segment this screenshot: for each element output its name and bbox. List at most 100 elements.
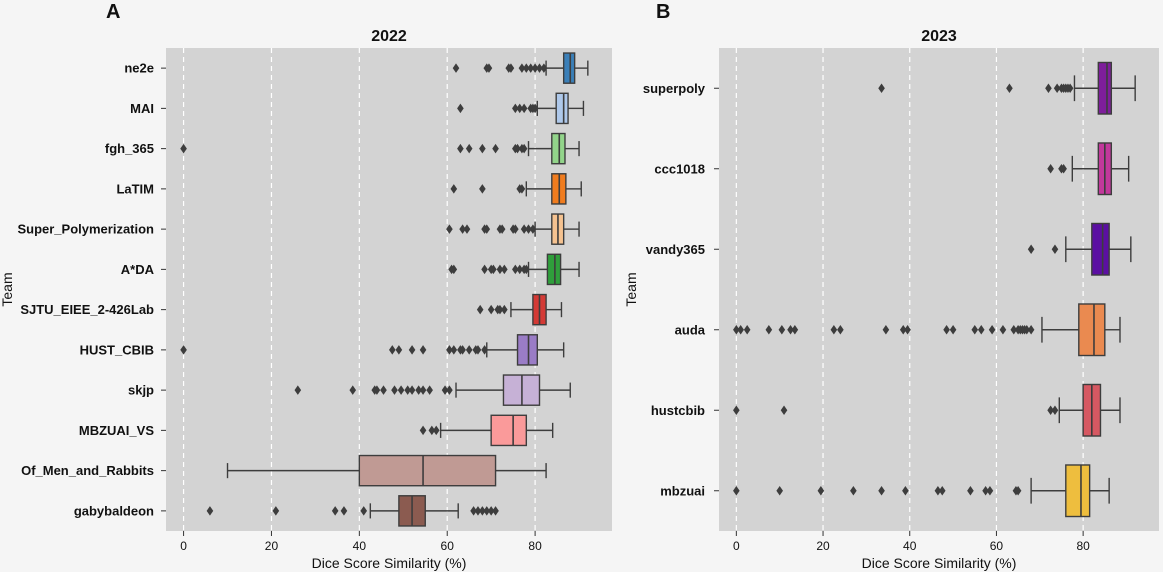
box-mbzuai xyxy=(733,464,1110,518)
outlier-point xyxy=(523,63,530,73)
x-tick-label: 80 xyxy=(1076,539,1090,553)
category-label-of-men-and-rabbits: Of_Men_and_Rabbits xyxy=(21,463,154,478)
category-label-superpoly: superpoly xyxy=(643,81,706,96)
box-iqr xyxy=(490,414,528,447)
box-iqr xyxy=(546,253,562,286)
outlier-point xyxy=(465,143,473,154)
outlier-point xyxy=(180,345,187,355)
box-mai xyxy=(457,92,585,125)
box-iqr xyxy=(562,52,576,84)
plot-area xyxy=(719,48,1159,531)
outlier-point xyxy=(450,345,458,355)
outlier-point xyxy=(470,506,477,516)
outlier-point xyxy=(512,103,519,114)
box-gabybaldeon xyxy=(206,495,499,527)
outlier-point xyxy=(765,324,773,335)
outlier-point xyxy=(446,345,453,355)
outlier-point xyxy=(531,63,539,73)
outlier-point xyxy=(180,143,187,154)
x-tick-label: 20 xyxy=(816,539,830,553)
outlier-point xyxy=(432,425,440,436)
box-a-da xyxy=(448,253,580,286)
outlier-point xyxy=(737,324,744,335)
outlier-point xyxy=(408,385,416,395)
outlier-point xyxy=(481,264,488,275)
outlier-point xyxy=(457,143,464,154)
box-hust-cbib xyxy=(180,334,565,366)
outlier-point xyxy=(837,324,844,335)
outlier-point xyxy=(943,324,950,335)
category-label-mbzuai-vs: MBZUAI_VS xyxy=(79,423,154,438)
panel-2023: 0 20 40 60 80 2023 B Dice Score Similarity (%) T… xyxy=(623,1,1159,571)
box-mbzuai-vs xyxy=(419,414,554,447)
box-iqr xyxy=(555,92,569,125)
outlier-point xyxy=(1027,324,1035,335)
category-label-gabybaldeon: gabybaldeon xyxy=(74,503,154,518)
outlier-point xyxy=(391,385,398,395)
category-label-latim: LaTIM xyxy=(116,181,154,196)
outlier-point xyxy=(397,385,405,395)
outlier-point xyxy=(733,405,740,416)
outlier-point xyxy=(817,485,825,496)
box-of-men-and-rabbits xyxy=(226,454,547,487)
outlier-point xyxy=(520,103,528,114)
outlier-point xyxy=(419,345,427,355)
box-ne2e xyxy=(452,52,589,84)
x-axis-label: Dice Score Similarity (%) xyxy=(312,555,467,571)
outlier-point xyxy=(512,264,519,275)
outlier-point xyxy=(457,103,464,114)
outlier-point xyxy=(487,304,495,315)
outlier-point xyxy=(967,485,974,496)
box-super-polymerization xyxy=(446,213,580,245)
outlier-point xyxy=(518,63,526,73)
outlier-point xyxy=(540,63,548,73)
outlier-point xyxy=(999,324,1007,335)
outlier-point xyxy=(878,83,885,94)
outlier-point xyxy=(514,143,521,154)
outlier-point xyxy=(479,143,486,154)
outlier-point xyxy=(446,385,453,395)
category-label-super-polymerization: Super_Polymerization xyxy=(17,222,154,237)
outlier-point xyxy=(487,506,495,516)
outlier-point xyxy=(743,324,751,335)
outlier-point xyxy=(408,345,416,355)
outlier-point xyxy=(520,224,528,234)
box-fgh-365 xyxy=(180,132,580,165)
outlier-point xyxy=(518,184,526,194)
outlier-point xyxy=(476,304,484,315)
box-auda xyxy=(733,303,1121,357)
category-label-auda: auda xyxy=(675,322,706,337)
outlier-point xyxy=(780,405,788,416)
box-latim xyxy=(450,173,582,205)
box-iqr xyxy=(516,334,539,366)
outlier-point xyxy=(272,506,280,516)
outlier-point xyxy=(349,385,357,395)
box-iqr xyxy=(1097,61,1113,115)
outlier-point xyxy=(206,506,214,516)
category-label-ne2e: ne2e xyxy=(124,61,154,76)
outlier-point xyxy=(791,324,799,335)
box-sjtu-eiee-2-426lab xyxy=(476,293,563,326)
outlier-point xyxy=(1023,324,1031,335)
outlier-point xyxy=(776,485,783,496)
category-label-hustcbib: hustcbib xyxy=(651,403,705,418)
outlier-point xyxy=(733,485,740,496)
outlier-point xyxy=(787,324,794,335)
outlier-point xyxy=(360,506,368,516)
outlier-point xyxy=(441,385,449,395)
outlier-point xyxy=(498,224,506,234)
panel-2022: 0 20 40 60 80 2022 A Dice Score Similarity (%) T… xyxy=(0,1,612,571)
category-label-ccc1018: ccc1018 xyxy=(654,161,705,176)
outlier-point xyxy=(446,224,453,234)
box-superpoly xyxy=(878,61,1136,115)
outlier-point xyxy=(878,485,885,496)
outlier-point xyxy=(1053,83,1061,94)
outlier-point xyxy=(733,324,740,335)
outlier-point xyxy=(474,506,482,516)
category-label-fgh-365: fgh_365 xyxy=(105,141,154,156)
outlier-point xyxy=(373,385,381,395)
outlier-point xyxy=(426,385,433,395)
category-label-hust-cbib: HUST_CBIB xyxy=(80,342,154,357)
panel-label: A xyxy=(106,1,120,23)
